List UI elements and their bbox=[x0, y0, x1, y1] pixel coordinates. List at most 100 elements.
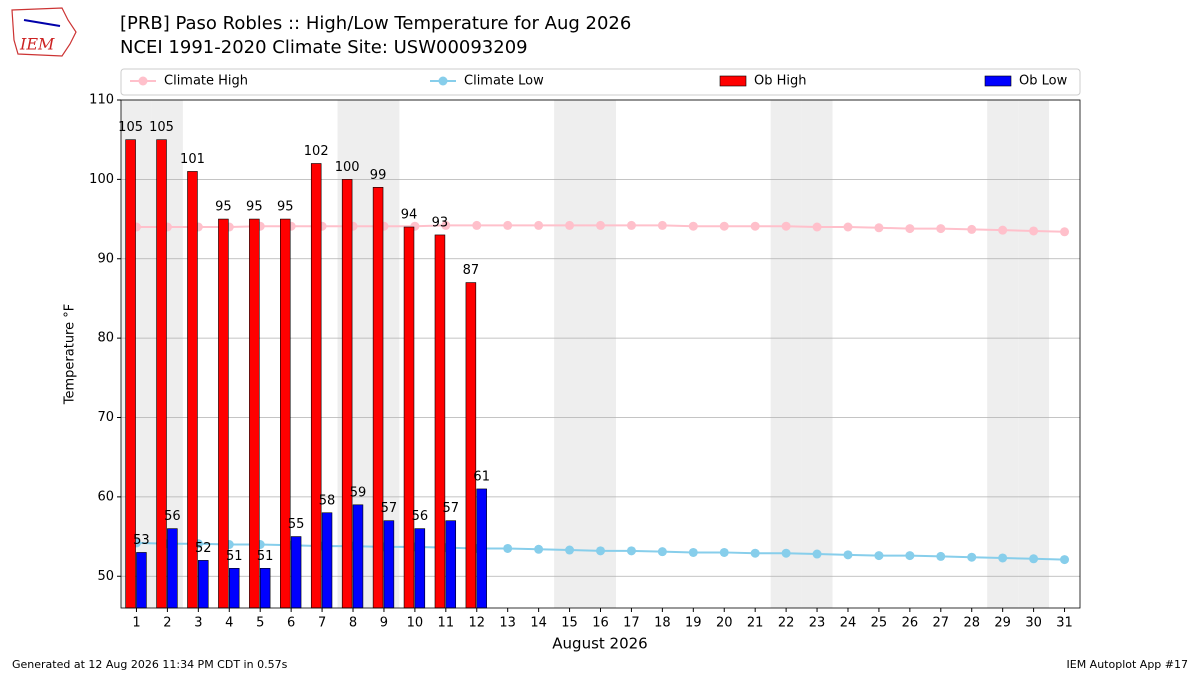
data-label: 95 bbox=[277, 200, 294, 215]
x-tick-label: 10 bbox=[407, 616, 424, 631]
data-label: 56 bbox=[164, 509, 181, 524]
bar bbox=[198, 560, 209, 609]
line-point bbox=[998, 553, 1008, 563]
y-tick-label: 100 bbox=[89, 172, 114, 187]
x-tick-label: 7 bbox=[318, 616, 326, 631]
x-tick-label: 23 bbox=[809, 616, 826, 631]
line-point bbox=[1060, 227, 1070, 237]
line-point bbox=[1029, 554, 1039, 564]
plot-frame bbox=[120, 99, 1081, 609]
y-tick-label: 90 bbox=[97, 251, 114, 266]
data-label: 58 bbox=[319, 493, 336, 508]
data-label: 55 bbox=[288, 517, 305, 532]
data-label: 105 bbox=[118, 120, 143, 135]
x-tick-label: 9 bbox=[380, 616, 388, 631]
line-point bbox=[596, 546, 605, 556]
x-tick-label: 18 bbox=[654, 616, 671, 631]
line-point bbox=[503, 220, 513, 230]
x-tick-label: 1 bbox=[132, 616, 140, 631]
bar bbox=[228, 568, 240, 609]
line-point bbox=[657, 220, 667, 230]
line-point bbox=[534, 544, 544, 554]
legend-label: Ob High bbox=[754, 74, 807, 89]
data-label: 93 bbox=[432, 215, 449, 230]
bar bbox=[352, 504, 364, 609]
logo-line bbox=[23, 19, 61, 27]
line-point bbox=[688, 547, 698, 557]
legend-marker bbox=[138, 76, 148, 86]
line-point bbox=[596, 220, 605, 230]
data-label: 100 bbox=[335, 160, 360, 175]
x-tick-label: 12 bbox=[468, 616, 485, 631]
data-label: 94 bbox=[401, 208, 418, 223]
data-label: 56 bbox=[412, 509, 429, 524]
data-label: 51 bbox=[257, 549, 274, 564]
data-label: 51 bbox=[226, 549, 243, 564]
y-axis-label: Temperature °F bbox=[63, 304, 78, 405]
logo: IEM bbox=[11, 7, 77, 57]
x-tick-label: 27 bbox=[933, 616, 950, 631]
weekend-shade bbox=[801, 100, 833, 608]
line-point bbox=[626, 546, 636, 556]
bar bbox=[341, 179, 353, 609]
data-label: 99 bbox=[370, 168, 387, 183]
y-tick-label: 70 bbox=[97, 410, 114, 425]
x-tick-label: 22 bbox=[778, 616, 795, 631]
x-axis-label: August 2026 bbox=[552, 635, 647, 653]
data-label: 57 bbox=[442, 501, 459, 516]
weekend-shade bbox=[987, 100, 1019, 608]
footer-right: IEM Autoplot App #17 bbox=[1067, 658, 1189, 671]
line-point bbox=[688, 221, 698, 231]
bar bbox=[290, 536, 302, 609]
x-tick-label: 5 bbox=[256, 616, 264, 631]
line-point bbox=[998, 225, 1008, 235]
line-point bbox=[534, 220, 544, 230]
footer-left: Generated at 12 Aug 2026 11:34 PM CDT in… bbox=[12, 658, 288, 671]
x-tick-label: 24 bbox=[840, 616, 857, 631]
x-tick-label: 6 bbox=[287, 616, 295, 631]
line-point bbox=[936, 551, 946, 561]
line-point bbox=[843, 550, 853, 560]
x-tick-label: 15 bbox=[561, 616, 578, 631]
data-label: 61 bbox=[473, 469, 490, 484]
line-point bbox=[874, 551, 884, 561]
x-tick-label: 29 bbox=[994, 616, 1011, 631]
line-point bbox=[503, 543, 513, 553]
x-tick-label: 13 bbox=[499, 616, 516, 631]
bar bbox=[476, 488, 487, 609]
line-point bbox=[1029, 226, 1039, 236]
x-tick-label: 4 bbox=[225, 616, 233, 631]
legend-label: Climate High bbox=[164, 74, 248, 89]
legend-box bbox=[120, 68, 1081, 96]
x-tick-label: 30 bbox=[1025, 616, 1042, 631]
line-point bbox=[967, 552, 977, 562]
line-point bbox=[781, 221, 791, 231]
bar bbox=[414, 528, 426, 609]
bar bbox=[136, 552, 147, 609]
legend-marker bbox=[438, 76, 448, 86]
logo-text: IEM bbox=[19, 35, 55, 54]
line-point bbox=[812, 549, 822, 559]
line-point bbox=[565, 545, 575, 555]
x-tick-label: 17 bbox=[623, 616, 640, 631]
bar bbox=[259, 568, 271, 609]
chart-subtitle: NCEI 1991-2020 Climate Site: USW00093209 bbox=[120, 37, 528, 58]
y-tick-label: 60 bbox=[97, 489, 114, 504]
line-point bbox=[812, 222, 822, 232]
weekend-shade bbox=[770, 100, 802, 608]
bar bbox=[280, 218, 291, 609]
bar bbox=[434, 234, 446, 609]
weekend-shade bbox=[554, 100, 586, 608]
line-point bbox=[781, 548, 791, 558]
x-tick-label: 20 bbox=[716, 616, 733, 631]
line-point bbox=[874, 223, 884, 233]
logo-outline bbox=[11, 7, 77, 57]
line-point bbox=[719, 221, 729, 231]
line-point bbox=[441, 220, 451, 230]
data-label: 101 bbox=[180, 152, 205, 167]
bar bbox=[465, 282, 477, 609]
legend-label: Climate Low bbox=[464, 74, 544, 89]
weekend-shade bbox=[1018, 100, 1050, 608]
bar bbox=[310, 163, 322, 609]
